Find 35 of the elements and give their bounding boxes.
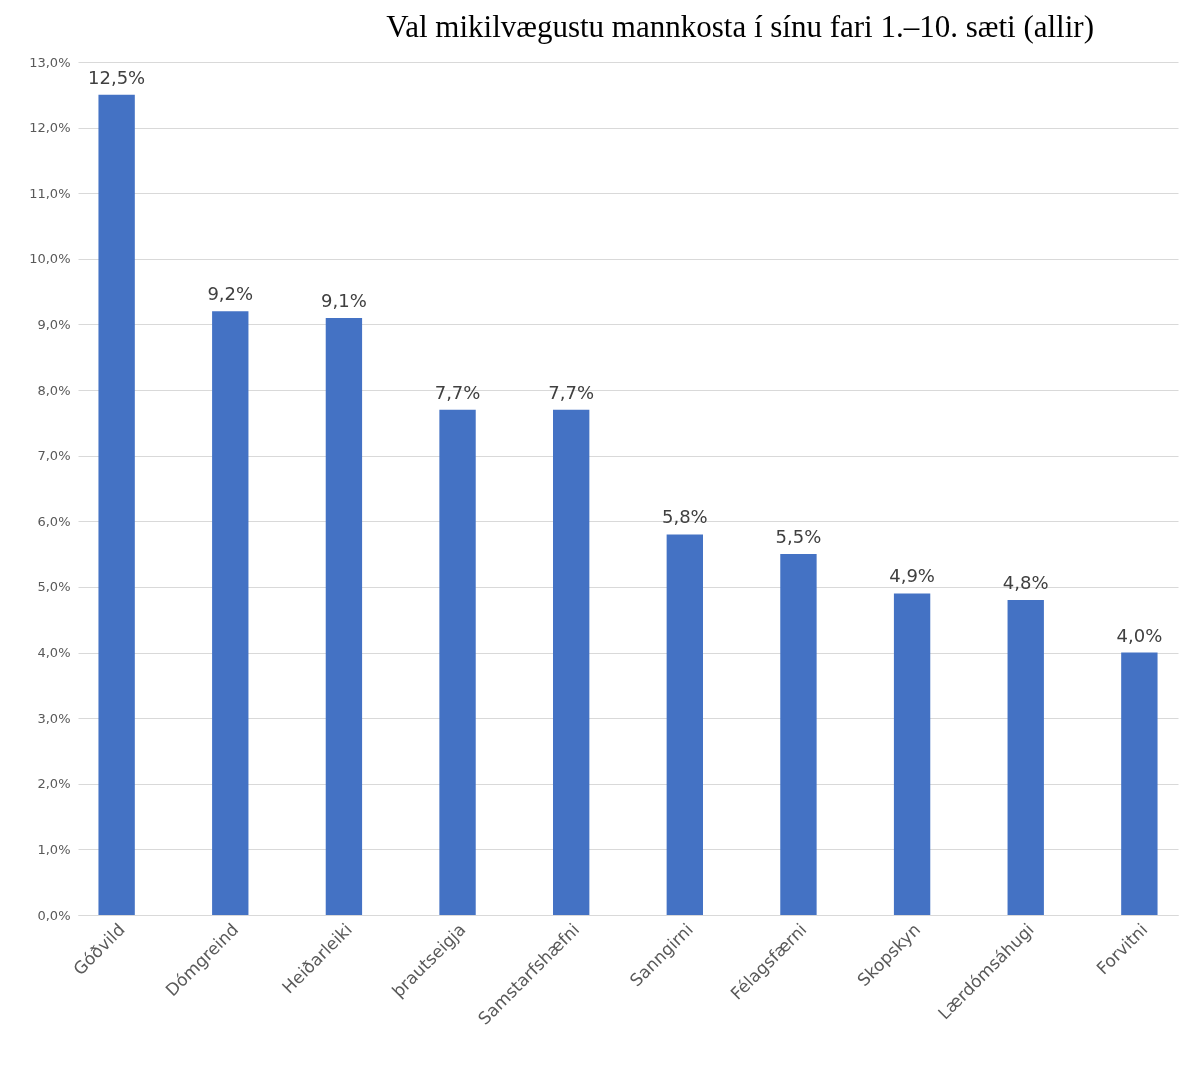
data-label: 9,2% (207, 283, 254, 305)
bar (553, 409, 590, 915)
bar (212, 311, 249, 915)
y-tick-label: 0,0% (37, 907, 71, 923)
y-tick-label: 4,0% (37, 645, 71, 661)
y-tick-label: 1,0% (37, 841, 71, 857)
bar (893, 593, 931, 915)
y-tick-label: 11,0% (29, 185, 71, 201)
y-tick-label: 13,0% (29, 54, 71, 70)
chart-title: Val mikilvægustu mannkosta í sínu fari 1.–10. sæti (allir) (386, 9, 1094, 44)
data-label: 12,5% (88, 66, 146, 88)
data-label: 5,5% (775, 526, 822, 548)
bar (780, 554, 817, 915)
y-tick-label: 5,0% (37, 579, 71, 595)
data-label: 7,7% (548, 381, 595, 403)
bar (439, 409, 476, 915)
y-tick-label: 2,0% (37, 776, 71, 792)
data-label: 4,0% (1116, 624, 1163, 646)
data-label: 5,8% (661, 506, 708, 528)
y-tick-label: 8,0% (37, 382, 71, 398)
bar (1121, 652, 1158, 915)
data-label: 7,7% (434, 381, 481, 403)
bar (98, 94, 135, 915)
bar (1007, 600, 1044, 915)
data-label: 4,9% (889, 565, 935, 587)
data-label: 9,1% (321, 289, 367, 311)
y-tick-label: 9,0% (37, 316, 71, 332)
y-tick-label: 10,0% (29, 251, 71, 267)
data-label: 4,8% (1002, 572, 1049, 594)
y-tick-label: 6,0% (37, 513, 71, 529)
y-tick-label: 3,0% (37, 710, 71, 726)
bar (325, 317, 363, 915)
bar (666, 534, 703, 915)
y-tick-label: 12,0% (29, 120, 71, 136)
y-tick-label: 7,0% (37, 448, 71, 464)
